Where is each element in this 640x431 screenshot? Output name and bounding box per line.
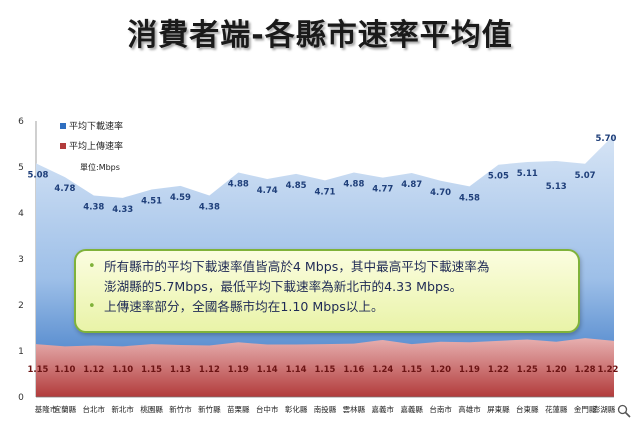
bullet-icon: •: [88, 299, 96, 314]
page-title: 消費者端-各縣市速率平均值: [127, 18, 513, 53]
download-data-label: 4.58: [459, 193, 480, 203]
x-tick-label: 花蓮縣: [545, 404, 568, 414]
x-tick-label: 屏東縣: [487, 404, 510, 414]
upload-data-label: 1.24: [372, 365, 393, 375]
upload-data-labels: 1.15 1.10 1.12 1.10 1.15 1.13 1.12 1.19 1.14 1.14…: [28, 365, 619, 375]
x-axis: 基隆市宜蘭縣 台北市 新北市 桃園縣 新竹市 新竹縣 苗栗縣 台中市 彰化縣 南投縣 雲林縣 嘉義市嘉…: [35, 396, 616, 414]
download-data-label: 4.87: [401, 180, 422, 190]
download-data-label: 4.88: [228, 180, 249, 190]
y-tick-label: 2: [18, 301, 24, 311]
upload-data-label: 1.15: [401, 365, 422, 375]
download-data-label: 5.13: [546, 182, 567, 192]
upload-data-label: 1.13: [170, 365, 191, 375]
download-data-label: 4.38: [199, 203, 220, 213]
upload-data-label: 1.15: [141, 365, 162, 375]
upload-data-label: 1.22: [598, 365, 619, 375]
summary-callout: • 所有縣市的平均下載速率值皆高於4 Mbps，其中最高平均下載速率為 澎湖縣的…: [74, 249, 580, 333]
x-tick-label: 嘉義市: [372, 404, 395, 414]
x-tick-label: 新北市: [111, 404, 134, 414]
download-data-label: 5.08: [28, 170, 49, 180]
download-data-label: 4.71: [315, 187, 336, 197]
y-tick-label: 5: [18, 163, 24, 173]
download-data-label: 4.33: [112, 205, 133, 215]
x-tick-label: 新竹市: [169, 404, 192, 414]
download-data-label: 4.78: [54, 184, 75, 194]
callout-bullet-2: • 上傳速率部分，全國各縣市均在1.10 Mbps以上。: [88, 297, 568, 317]
upload-data-label: 1.12: [83, 365, 104, 375]
download-data-label: 4.70: [430, 188, 451, 198]
callout-bullet-1: • 所有縣市的平均下載速率值皆高於4 Mbps，其中最高平均下載速率為: [88, 257, 568, 277]
x-tick-label: 苗栗縣: [227, 404, 250, 414]
download-data-label: 4.51: [141, 197, 162, 207]
x-tick-label: 澎湖縣: [593, 404, 616, 414]
bullet-icon: •: [88, 259, 96, 274]
download-data-label: 5.70: [596, 134, 617, 144]
x-tick-label: 嘉義縣: [400, 404, 423, 414]
callout-line-1: 所有縣市的平均下載速率值皆高於4 Mbps，其中最高平均下載速率為: [104, 259, 490, 274]
y-tick-label: 1: [18, 347, 24, 357]
upload-data-label: 1.20: [430, 365, 451, 375]
upload-data-label: 1.12: [199, 365, 220, 375]
y-tick-label: 6: [18, 117, 24, 127]
upload-data-label: 1.20: [546, 365, 567, 375]
upload-data-label: 1.14: [257, 365, 278, 375]
upload-data-label: 1.28: [575, 365, 596, 375]
x-tick-label: 宜蘭縣: [54, 404, 77, 414]
download-data-label: 4.85: [286, 181, 307, 191]
legend-swatch-upload: [60, 143, 66, 149]
download-data-label: 4.59: [170, 193, 191, 203]
upload-area: [36, 338, 614, 397]
download-data-label: 5.05: [488, 172, 509, 182]
legend-label-upload: 平均上傳速率: [69, 140, 123, 152]
download-data-label: 4.77: [372, 185, 393, 195]
download-data-labels: 5.08 4.78 4.38 4.33 4.51 4.59 4.38 4.88 4.74 4.85…: [28, 134, 617, 215]
legend: 平均下載速率 平均上傳速率 單位:Mbps: [60, 120, 123, 172]
upload-data-label: 1.10: [112, 365, 133, 375]
legend-swatch-download: [60, 123, 66, 129]
x-tick-label: 雲林縣: [343, 404, 366, 414]
x-tick-label: 台北市: [83, 404, 106, 414]
download-data-label: 4.38: [83, 203, 104, 213]
x-tick-label: 桃園縣: [140, 404, 163, 414]
x-tick-label: 高雄市: [458, 404, 481, 414]
upload-data-label: 1.22: [488, 365, 509, 375]
download-data-label: 4.74: [257, 186, 278, 196]
callout-line-3: 上傳速率部分，全國各縣市均在1.10 Mbps以上。: [104, 299, 384, 314]
x-tick-label: 台中市: [256, 404, 279, 414]
upload-data-label: 1.15: [28, 365, 49, 375]
upload-data-label: 1.19: [228, 365, 249, 375]
upload-data-label: 1.19: [459, 365, 480, 375]
y-axis: 0 1 2 3 4 5 6: [18, 117, 37, 403]
x-tick-label: 基隆市: [35, 404, 58, 414]
upload-data-label: 1.10: [54, 365, 75, 375]
x-tick-label: 金門縣: [574, 404, 597, 414]
y-tick-label: 0: [18, 393, 24, 403]
download-data-label: 4.88: [343, 180, 364, 190]
x-tick-label: 南投縣: [314, 404, 337, 414]
upload-data-label: 1.16: [343, 365, 364, 375]
y-tick-label: 4: [18, 209, 24, 219]
upload-data-label: 1.14: [286, 365, 307, 375]
x-tick-label: 新竹縣: [198, 404, 221, 414]
magnifier-icon[interactable]: [617, 404, 631, 418]
callout-line-2: 澎湖縣的5.7Mbps，最低平均下載速率為新北市的4.33 Mbps。: [104, 279, 463, 294]
upload-data-label: 1.15: [315, 365, 336, 375]
y-tick-label: 3: [18, 255, 24, 265]
upload-data-label: 1.25: [517, 365, 538, 375]
download-data-label: 5.11: [517, 169, 538, 179]
legend-label-download: 平均下載速率: [69, 120, 123, 132]
x-tick-label: 彰化縣: [285, 404, 308, 414]
unit-label: 單位:Mbps: [80, 162, 120, 172]
x-tick-label: 台東縣: [516, 404, 539, 414]
download-data-label: 5.07: [575, 171, 596, 181]
x-tick-label: 台南市: [429, 404, 452, 414]
